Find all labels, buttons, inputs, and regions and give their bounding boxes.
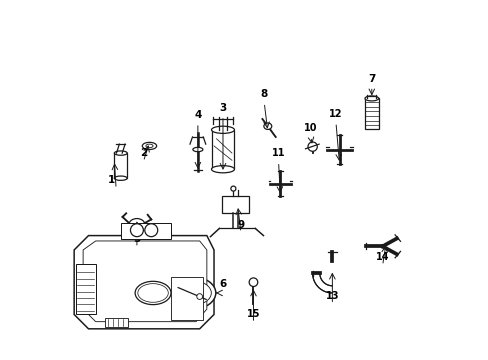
Circle shape [130,224,143,237]
Text: 12: 12 [328,109,342,119]
Bar [76,264,96,315]
Text: 5: 5 [133,234,140,244]
Text: 14: 14 [375,252,388,262]
Text: 4: 4 [194,110,201,120]
Ellipse shape [142,142,156,149]
Text: 13: 13 [325,291,338,301]
Text: 8: 8 [260,89,267,99]
Ellipse shape [192,147,203,152]
Text: 15: 15 [246,310,260,319]
Circle shape [249,278,257,287]
Bar [114,153,127,178]
Circle shape [144,224,158,237]
Ellipse shape [114,176,127,180]
Text: 3: 3 [219,103,226,113]
Text: 6: 6 [219,279,226,289]
Ellipse shape [169,277,215,309]
Circle shape [230,186,235,191]
Text: 10: 10 [304,123,317,133]
Ellipse shape [264,123,271,130]
Bar [121,223,171,239]
Polygon shape [83,241,206,321]
Ellipse shape [145,144,153,148]
Ellipse shape [135,281,171,305]
Ellipse shape [173,281,211,305]
Text: 9: 9 [237,220,244,230]
Ellipse shape [211,166,234,173]
Bar [364,98,378,129]
Text: 1: 1 [108,175,115,185]
Polygon shape [74,235,214,329]
Circle shape [307,142,317,151]
Text: 2: 2 [140,148,147,158]
Bar [104,318,128,327]
Bar [171,277,203,320]
Ellipse shape [364,96,378,101]
Ellipse shape [211,126,234,134]
Bar [222,196,249,213]
Text: 11: 11 [271,148,285,158]
Text: 7: 7 [367,73,375,84]
Ellipse shape [128,219,144,231]
Ellipse shape [114,151,127,155]
Ellipse shape [138,284,168,302]
Circle shape [196,294,202,300]
Bar [211,130,234,169]
